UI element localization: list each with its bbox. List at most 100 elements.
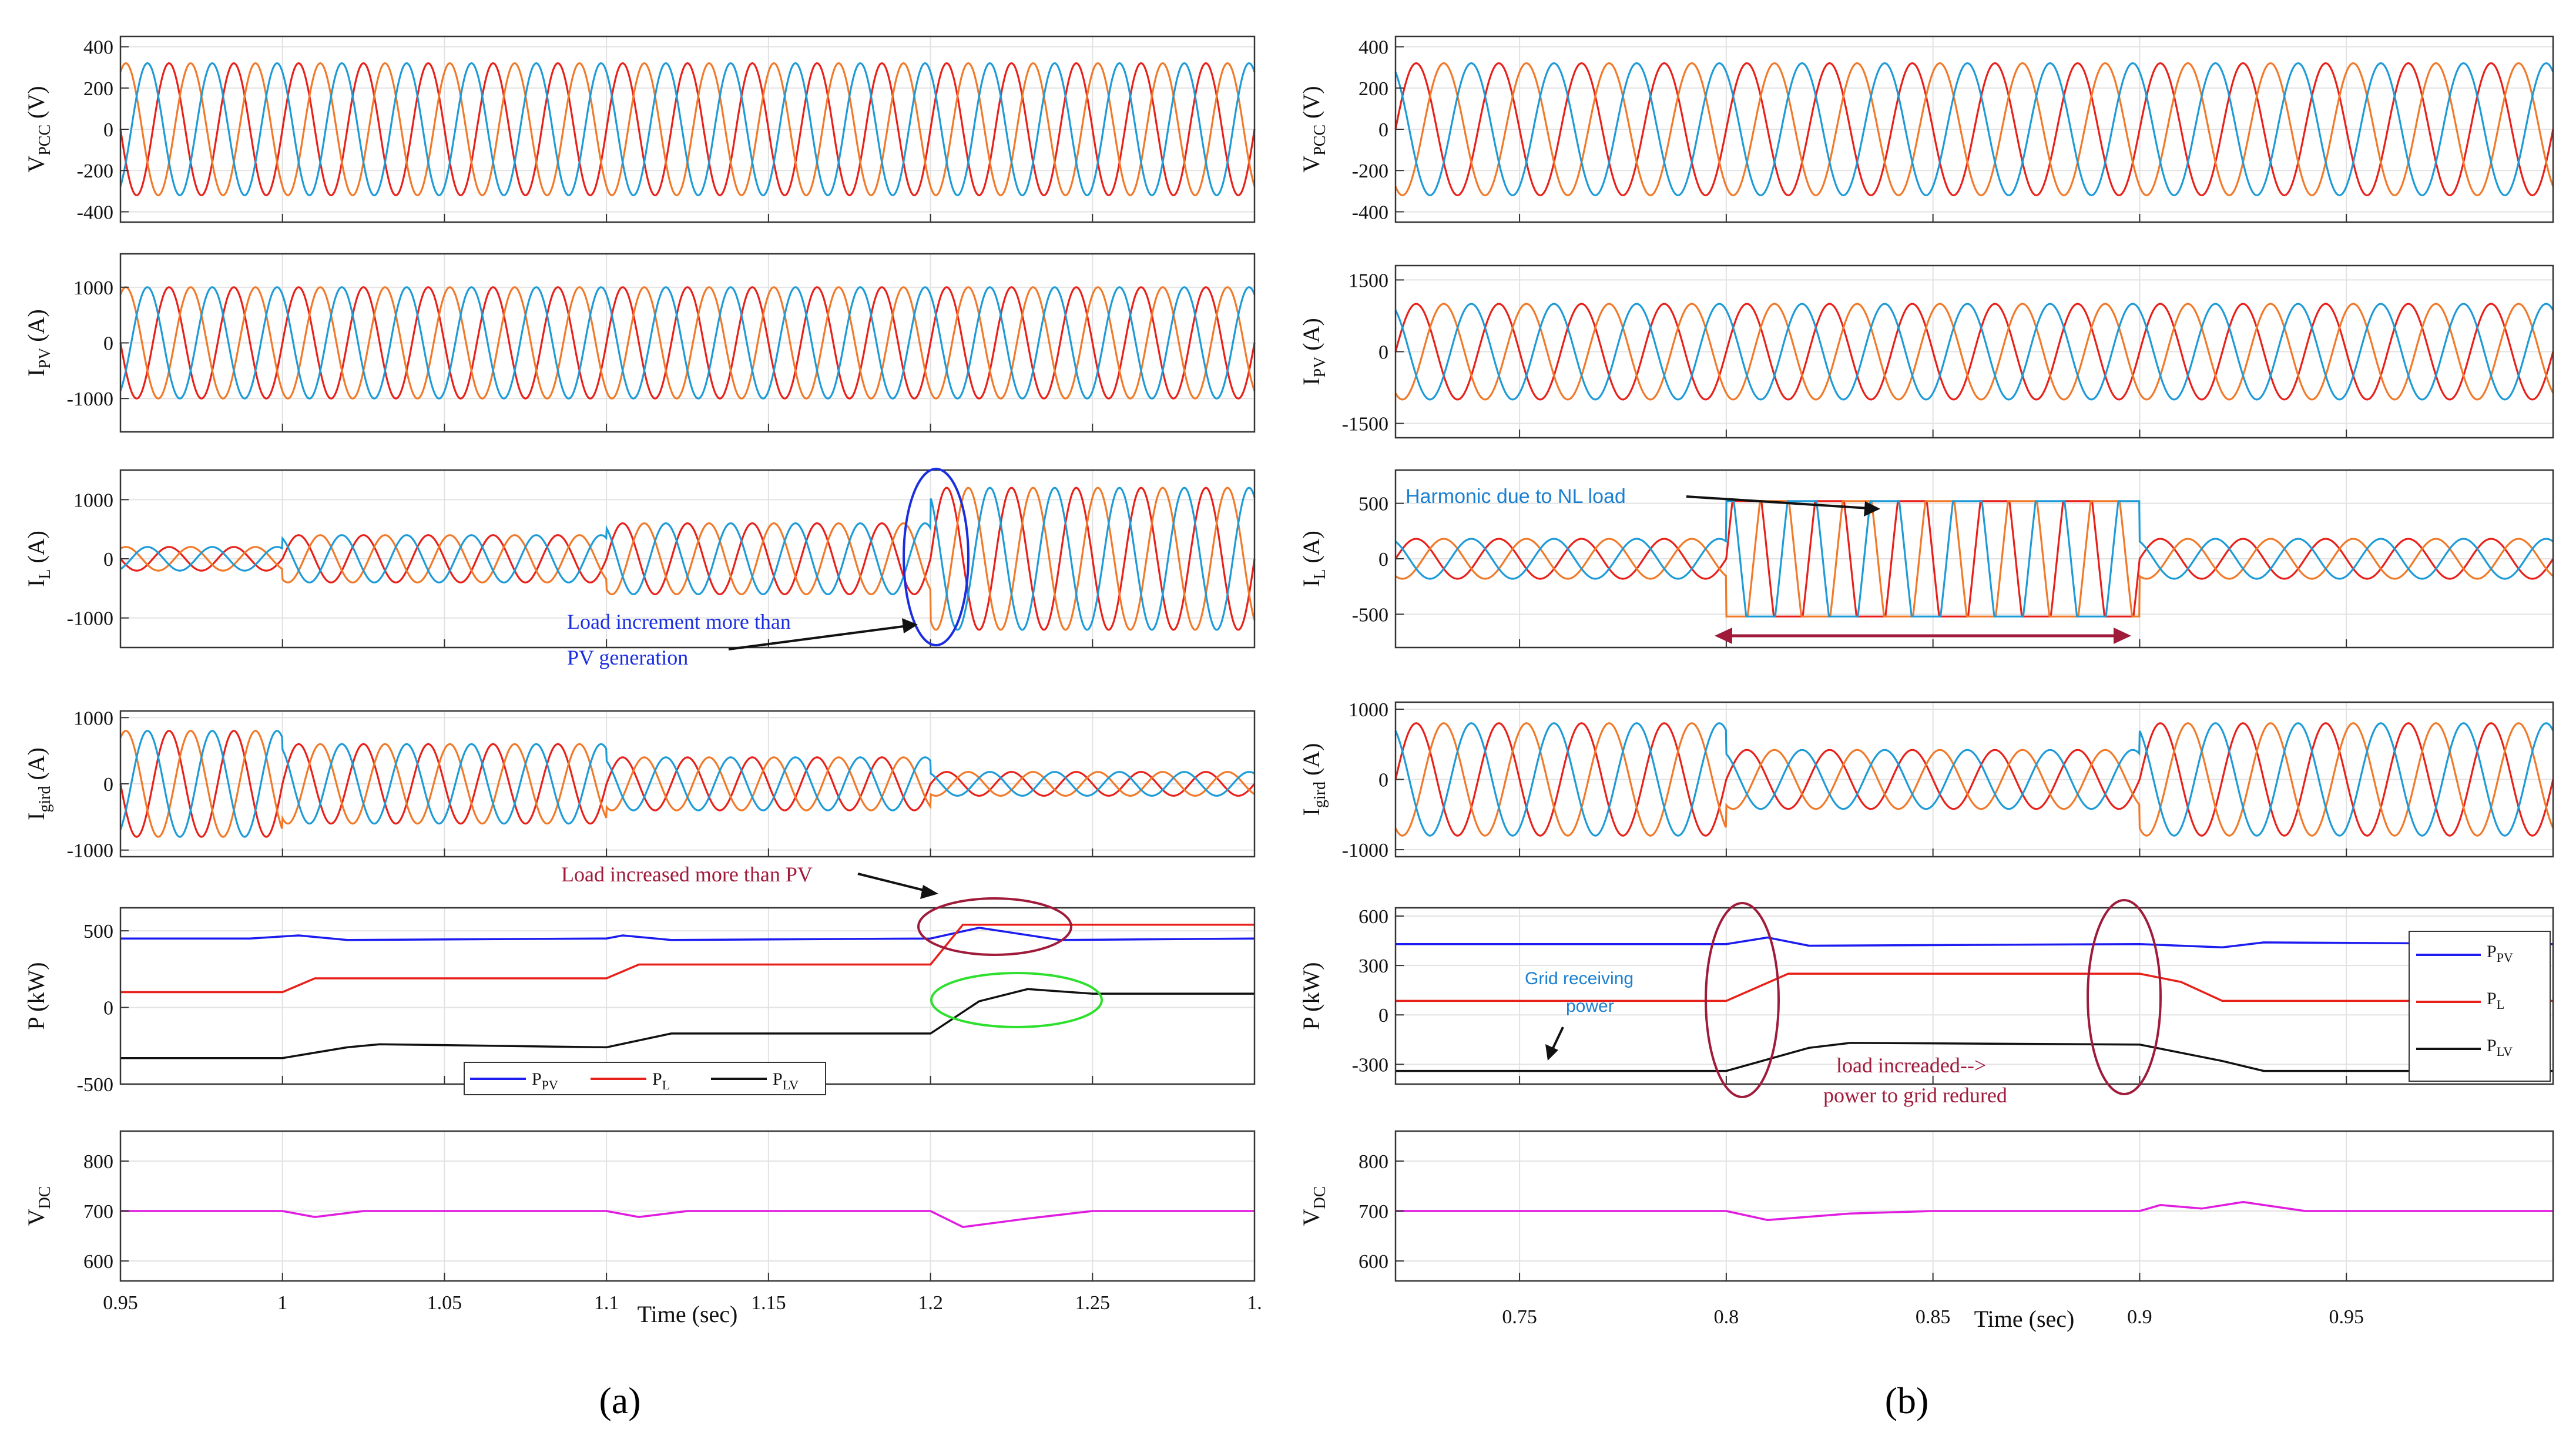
range-arrowhead-right-b: [2114, 628, 2131, 644]
legend-label-L: PL: [652, 1069, 670, 1092]
y-axis-label: IL (A): [1298, 531, 1329, 587]
y-tick-label: -1000: [67, 840, 113, 862]
legend-label-LV: PLV: [773, 1069, 799, 1092]
il-arrowhead-b: [1864, 501, 1880, 516]
p-annot-b-2: power: [1566, 997, 1614, 1016]
x-tick-label: 0.75: [1502, 1306, 1537, 1328]
y-tick-label: 800: [1359, 1151, 1388, 1173]
y-tick-label: -1500: [1342, 414, 1388, 435]
series-PLV: [120, 988, 1255, 1059]
series-IL-phase-3: [120, 487, 1256, 631]
p-arrow-b: [1550, 1027, 1564, 1052]
series-VDC: [1396, 1200, 2553, 1222]
annotations-b: Harmonic due to NL load Grid receiving p…: [1406, 485, 2162, 1107]
series-IL-phase-2: [1395, 500, 2554, 618]
y-tick-label: 700: [83, 1201, 113, 1223]
x-axis-label: Time (sec): [1974, 1306, 2075, 1332]
series-PL: [1396, 972, 2553, 1002]
x-tick-label: 1.: [1247, 1292, 1262, 1314]
series-PPV: [1396, 936, 2554, 949]
x-tick-label: 0.85: [1916, 1306, 1951, 1328]
y-tick-label: -1000: [67, 388, 113, 410]
y-tick-label: 1000: [73, 707, 113, 729]
y-tick-label: 200: [83, 78, 113, 100]
series-IL-phase-3: [1395, 500, 2554, 618]
series-PL: [120, 923, 1255, 994]
y-tick-label: 1000: [73, 489, 113, 511]
y-tick-label: 600: [83, 1251, 113, 1273]
legend-label-LV: PLV: [2487, 1036, 2513, 1059]
y-tick-label: 600: [1359, 906, 1388, 928]
series-Ipv-phase-3: [1394, 303, 2554, 401]
legend: PPV PL PLV: [464, 1062, 826, 1095]
y-tick-label: -200: [1352, 160, 1388, 182]
y-axis-label: Igird (A): [1298, 743, 1329, 816]
y-tick-label: -300: [1352, 1054, 1388, 1076]
y-tick-label: -500: [77, 1074, 113, 1096]
x-tick-label: 0.9: [2127, 1306, 2152, 1328]
y-tick-label: 600: [1359, 1251, 1388, 1273]
y-axis-label: Igird (A): [23, 747, 54, 820]
y-axis-label: P (kW): [23, 962, 49, 1029]
p-annot-b-3: load increaded-->: [1836, 1054, 1986, 1077]
panel-b-igrid: -1000 0 1000 Igird (A): [1298, 699, 2554, 861]
il-annot-a-2: PV generation: [567, 646, 688, 669]
x-tick-label: 1.25: [1075, 1292, 1111, 1314]
y-tick-label: 0: [103, 119, 113, 141]
series-PLV: [1396, 1042, 2553, 1072]
series-Ipv-phase-2: [1394, 303, 2554, 401]
y-axis-label: VDC: [23, 1186, 54, 1226]
x-axis-label: Time (sec): [638, 1301, 738, 1327]
panel-b-power: -300 0 300 600 P (kW): [1298, 906, 2554, 1085]
legend-label-PV: PPV: [2487, 942, 2513, 965]
p-annot-b-1: Grid receiving: [1525, 969, 1634, 988]
x-tick-label: 1: [277, 1292, 287, 1314]
il-ellipse-a: [903, 468, 970, 646]
range-arrowhead-left-b: [1715, 628, 1732, 644]
series-Igrid-phase-2: [1394, 722, 2554, 837]
panel-b-il: -500 0 500 IL (A): [1298, 469, 2554, 649]
annotations-a: Load increment more than PV generation L…: [561, 468, 1103, 1028]
y-tick-label: 0: [103, 774, 113, 796]
y-tick-label: -400: [1352, 202, 1388, 223]
y-tick-label: 800: [83, 1151, 113, 1173]
y-tick-label: -200: [77, 160, 113, 182]
y-tick-label: 1000: [1349, 699, 1388, 721]
il-annot-a-1: Load increment more than: [567, 610, 791, 633]
x-tick-label: 1.15: [751, 1292, 786, 1314]
legend-label-PV: PPV: [532, 1069, 558, 1092]
series-IL-phase-1: [1394, 500, 2554, 618]
x-tick-label: 0.95: [103, 1292, 138, 1314]
series-Va-phase-1: [1394, 62, 2554, 197]
y-tick-label: 1000: [73, 277, 113, 299]
il-arrow-a: [728, 625, 908, 650]
series-Igrid-phase-3: [119, 730, 1255, 838]
panel-a-ipv: -1000 0 1000 IPV (A): [23, 253, 1256, 433]
legend: PPV PL PLV: [2409, 931, 2551, 1082]
y-tick-label: -1000: [67, 608, 113, 630]
y-tick-label: 0: [1378, 342, 1388, 364]
series-PPV: [120, 927, 1255, 941]
panel-a-il: -1000 0 1000 IL (A): [23, 469, 1256, 649]
y-tick-label: -1000: [1342, 840, 1388, 861]
y-tick-label: -500: [1352, 604, 1388, 626]
il-annot-b: Harmonic due to NL load: [1406, 485, 1626, 508]
panel-a-igrid: -1000 0 1000 Igird (A): [23, 707, 1256, 862]
series-Ipv-phase-1: [1394, 303, 2554, 401]
series-Ipv-phase-3: [119, 286, 1256, 400]
x-tick-label: 1.05: [427, 1292, 462, 1314]
x-tick-label: 0.95: [2329, 1306, 2364, 1328]
y-tick-label: 300: [1359, 955, 1388, 977]
x-tick-label: 0.8: [1714, 1306, 1739, 1328]
legend-label-L: PL: [2487, 989, 2504, 1012]
p-ellipse-green-a: [930, 972, 1103, 1028]
y-axis-label: IPV (A): [23, 309, 54, 377]
y-tick-label: 0: [1378, 1005, 1388, 1027]
series-Va-phase-3: [119, 62, 1256, 197]
series-Igrid-phase-1: [1394, 722, 2554, 837]
y-tick-label: 700: [1359, 1201, 1388, 1223]
y-axis-label: VDC: [1298, 1186, 1329, 1226]
p-ellipse-b-1: [1705, 902, 1780, 1098]
y-axis-label: VPCC (V): [23, 86, 54, 172]
panel-b-vpcc: -400 -200 0 200 400 VPCC (V): [1298, 35, 2554, 223]
